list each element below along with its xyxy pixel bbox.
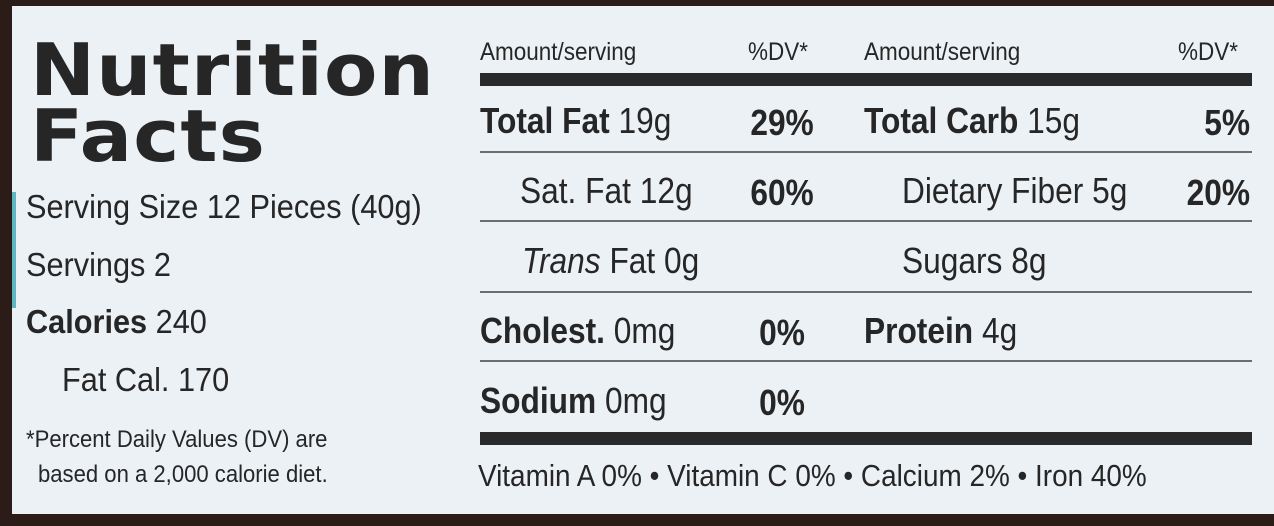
title-facts: Facts [30, 94, 266, 178]
header-amount-right: Amount/serving [864, 38, 1021, 66]
divider [480, 360, 1252, 362]
dv-dietary-fiber: 20% [1186, 172, 1250, 213]
row-cholesterol: Cholest. 0mg [480, 310, 676, 351]
dv-cholesterol: 0% [759, 312, 805, 353]
thick-divider-top [480, 73, 1252, 86]
dv-sodium: 0% [759, 382, 805, 423]
header-amount-left: Amount/serving [480, 38, 637, 66]
dv-total-fat: 29% [750, 102, 814, 143]
footnote-line1: *Percent Daily Values (DV) are [26, 426, 328, 453]
header-dv-left: %DV* [748, 38, 809, 66]
row-sodium: Sodium 0mg [480, 380, 667, 421]
vitamins-minerals: Vitamin A 0% • Vitamin C 0% • Calcium 2%… [478, 458, 1147, 493]
footnote-line2: based on a 2,000 calorie diet. [38, 461, 328, 488]
row-protein: Protein 4g [864, 310, 1018, 351]
package-edge [12, 192, 16, 308]
calories-value: 240 [155, 303, 207, 340]
servings: Servings 2 [26, 246, 172, 283]
calories-label: Calories [26, 303, 148, 340]
row-total-carb: Total Carb 15g [864, 100, 1080, 141]
thick-divider-bottom [480, 432, 1252, 445]
row-sugars: Sugars 8g [902, 240, 1047, 281]
dv-total-carb: 5% [1204, 102, 1250, 143]
nutrition-label: Nutrition Facts Serving Size 12 Pieces (… [12, 6, 1274, 514]
divider [480, 151, 1252, 153]
row-trans-fat: Trans Fat 0g [522, 240, 700, 281]
dv-sat-fat: 60% [750, 172, 814, 213]
divider [480, 291, 1252, 293]
divider [480, 220, 1252, 222]
row-total-fat: Total Fat 19g [480, 100, 672, 141]
calories: Calories 240 [26, 303, 207, 341]
fat-calories: Fat Cal. 170 [62, 361, 230, 398]
row-sat-fat: Sat. Fat 12g [520, 170, 693, 211]
row-dietary-fiber: Dietary Fiber 5g [902, 170, 1128, 211]
header-dv-right: %DV* [1178, 38, 1239, 66]
title-nutrition: Nutrition [30, 28, 435, 112]
serving-size: Serving Size 12 Pieces (40g) [26, 188, 422, 225]
